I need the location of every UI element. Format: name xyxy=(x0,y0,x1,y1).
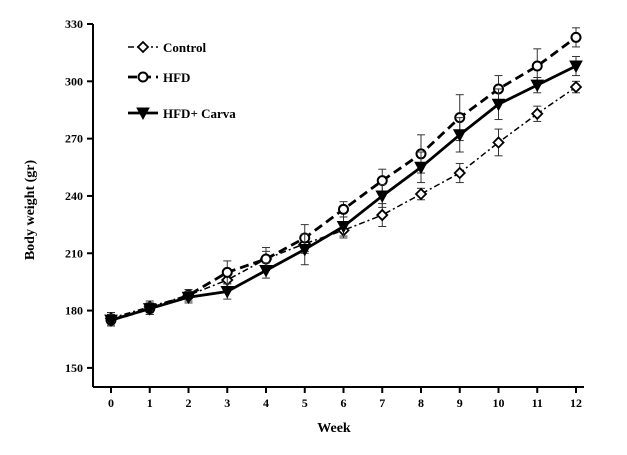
legend-hfd-carva-point xyxy=(136,107,150,121)
hfd-carva-line xyxy=(110,64,577,322)
hfd-point xyxy=(376,175,388,187)
hfd-carva-point xyxy=(259,264,273,278)
x-tick-label: 3 xyxy=(224,396,230,410)
x-axis-title: Week xyxy=(317,421,351,436)
hfd-carva-point xyxy=(375,190,390,203)
y-tick-label: 330 xyxy=(65,17,83,31)
x-tick-label: 8 xyxy=(418,396,424,410)
control-point xyxy=(375,208,389,222)
y-tick-label: 240 xyxy=(65,189,83,203)
legend-hfd-point xyxy=(137,71,149,83)
y-tick-label: 150 xyxy=(65,361,83,375)
control-point xyxy=(569,80,583,94)
control-point xyxy=(453,166,467,180)
hfd-point xyxy=(531,60,543,72)
legend-control-point xyxy=(136,40,150,54)
hfd-carva-series xyxy=(104,55,583,328)
x-ticks: 0 1 2 3 4 5 6 7 8 9 10 11 12 xyxy=(108,387,582,410)
hfd-carva-point xyxy=(220,285,235,299)
control-point xyxy=(414,187,428,201)
hfd-point xyxy=(338,203,349,215)
x-tick-label: 7 xyxy=(379,396,385,410)
y-axis: Body weight (gr) xyxy=(23,24,94,387)
x-axis: Week xyxy=(93,386,584,436)
hfd-carva-point xyxy=(142,303,157,316)
y-ticks: 150 180 210 240 270 300 330 xyxy=(65,17,93,375)
hfd-point xyxy=(260,253,272,265)
x-tick-label: 2 xyxy=(186,396,192,410)
hfd-carva-point xyxy=(181,291,196,305)
x-tick-label: 11 xyxy=(532,396,543,410)
legend: Control HFD HFD+ Carva xyxy=(128,40,236,121)
x-tick-label: 12 xyxy=(570,396,582,410)
hfd-carva-point xyxy=(297,243,312,257)
legend-label-hfd: HFD xyxy=(163,70,190,85)
y-tick-label: 270 xyxy=(65,132,83,146)
y-tick-label: 210 xyxy=(65,246,83,260)
x-tick-label: 6 xyxy=(341,396,347,410)
hfd-carva-point xyxy=(530,79,545,93)
control-point xyxy=(530,107,544,121)
x-tick-label: 10 xyxy=(493,396,505,410)
x-tick-label: 1 xyxy=(147,396,153,410)
y-tick-label: 300 xyxy=(65,74,83,88)
hfd-carva-point xyxy=(336,221,351,234)
x-tick-label: 4 xyxy=(263,396,269,410)
hfd-carva-point xyxy=(414,161,428,175)
legend-label-hfd-carva: HFD+ Carva xyxy=(163,106,236,121)
y-axis-title: Body weight (gr) xyxy=(23,160,38,261)
hfd-point xyxy=(221,266,233,278)
hfd-carva-point xyxy=(104,314,118,328)
hfd-point xyxy=(570,31,582,43)
y-tick-label: 180 xyxy=(65,304,83,318)
hfd-carva-point xyxy=(569,60,583,74)
control-point xyxy=(492,136,505,149)
series-layer xyxy=(104,27,583,328)
x-tick-label: 9 xyxy=(457,396,463,410)
hfd-carva-point xyxy=(452,129,467,142)
x-tick-label: 5 xyxy=(302,396,308,410)
x-tick-label: 0 xyxy=(108,396,114,410)
legend-label-control: Control xyxy=(163,40,206,55)
hfd-carva-point xyxy=(491,98,506,112)
